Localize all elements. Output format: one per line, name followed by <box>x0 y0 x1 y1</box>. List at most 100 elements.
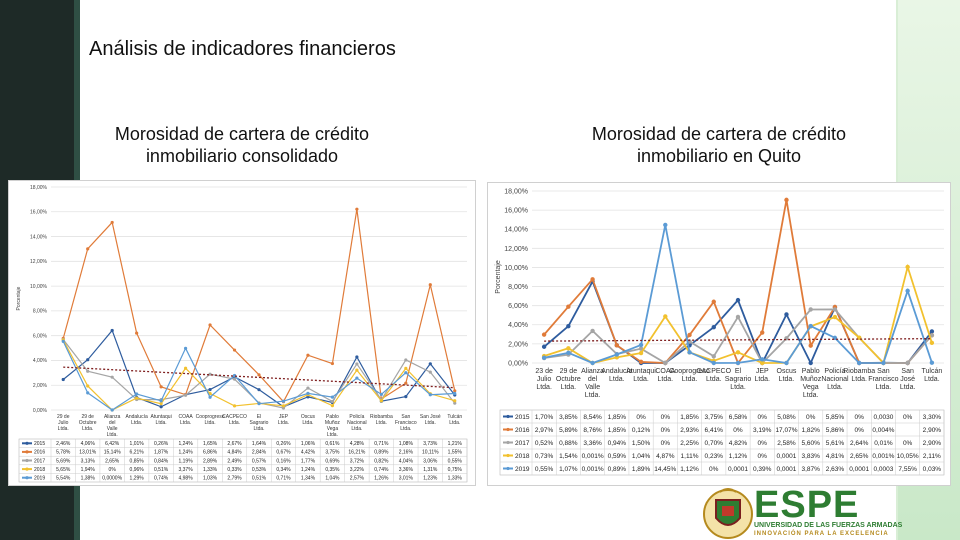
table-cell: 0,71% <box>374 441 389 447</box>
table-cell: 1,24% <box>178 441 193 447</box>
data-point-2015 <box>784 312 789 317</box>
legend-marker-2018 <box>25 467 29 471</box>
table-cell: 5,86% <box>826 427 845 434</box>
data-point-2017 <box>929 333 935 338</box>
table-cell: 3,85% <box>559 414 578 421</box>
table-cell: 0,53% <box>252 467 267 473</box>
data-point-2019 <box>453 391 457 396</box>
x-tick-label: Riobamba Ltda. <box>370 414 393 426</box>
data-point-2017 <box>183 393 188 397</box>
data-point-2018 <box>663 314 668 319</box>
table-cell: 0,33% <box>227 467 242 473</box>
data-point-2019 <box>566 350 571 355</box>
table-cell: 0,001% <box>582 466 604 473</box>
table-cell: 3,75% <box>705 414 724 421</box>
data-point-2019 <box>881 360 886 366</box>
y-tick-label: 14,00% <box>30 234 48 240</box>
y-tick-label: 6,00% <box>33 333 48 339</box>
data-point-2015 <box>159 405 163 409</box>
data-point-2015 <box>306 395 310 399</box>
data-point-2019 <box>856 360 862 366</box>
table-cell: 0,75% <box>448 467 463 473</box>
data-point-2015 <box>208 387 212 392</box>
table-cell: 0,67% <box>276 450 291 456</box>
table-cell: 0% <box>806 414 816 421</box>
table-cell: 0% <box>854 427 864 434</box>
data-point-2016 <box>808 343 813 348</box>
table-cell: 4,04% <box>399 458 414 464</box>
data-point-2019 <box>711 360 716 366</box>
table-cell: 3,13% <box>81 458 96 464</box>
table-cell: 16,21% <box>348 450 366 456</box>
data-point-2017 <box>404 358 408 362</box>
table-cell: 1,89% <box>632 466 651 473</box>
data-point-2015 <box>86 358 90 362</box>
table-cell: 0% <box>758 440 768 447</box>
x-tick-label: San Francisco Ltda. <box>395 414 417 432</box>
data-point-2018 <box>404 366 408 370</box>
y-tick-label: 0,00% <box>33 408 48 414</box>
table-cell: 3,73% <box>423 441 438 447</box>
legend-marker-2018 <box>506 453 510 458</box>
data-point-2017 <box>208 372 212 376</box>
x-tick-label: 29 de Julio Ltda. <box>57 414 70 432</box>
table-cell: 2,57% <box>350 475 365 481</box>
legend-marker-2019 <box>506 466 510 471</box>
y-tick-label: 10,00% <box>30 284 48 290</box>
table-cell: 0,61% <box>325 441 340 447</box>
table-cell: 5,85% <box>826 414 845 421</box>
table-cell: 1,85% <box>608 414 627 421</box>
table-cell: 0,73% <box>535 453 554 460</box>
table-cell: 3,72% <box>350 458 365 464</box>
table-cell: 0,71% <box>276 475 291 481</box>
table-cell: 0,35% <box>325 467 340 473</box>
table-cell: 1,11% <box>681 453 699 460</box>
table-cell: 1,65% <box>203 441 218 447</box>
data-point-2018 <box>232 404 237 408</box>
data-point-2018 <box>159 402 163 406</box>
x-tick-label: Tulcán Ltda. <box>447 414 462 426</box>
table-cell: 0% <box>854 414 864 421</box>
y-tick-label: 0,00% <box>508 360 528 367</box>
table-cell: 6,41% <box>705 427 724 434</box>
table-cell: 0,0001 <box>849 466 869 473</box>
table-cell: 1,34% <box>301 475 316 481</box>
chart-quito: 0,00% 2,00% 4,00% 6,00% 8,00% 10,00% 12,00% 14,… <box>487 182 951 486</box>
x-tick-label: Tulcán Ltda. <box>921 368 942 383</box>
table-cell: 1,33% <box>203 467 218 473</box>
table-cell: 5,78% <box>56 450 71 456</box>
table-cell: 1,85% <box>608 427 627 434</box>
table-cell: 0,12% <box>632 427 651 434</box>
table-cell: 0,74% <box>374 467 389 473</box>
table-cell: 2,11% <box>923 453 941 460</box>
table-cell: 0,51% <box>154 467 169 473</box>
table-cell: 13,01% <box>79 450 97 456</box>
data-point-2017 <box>905 360 910 366</box>
table-cell: 5,65% <box>56 467 71 473</box>
chart-quito-svg: 0,00% 2,00% 4,00% 6,00% 8,00% 10,00% 12,00% 14,… <box>495 188 945 476</box>
data-point-2017 <box>735 314 741 320</box>
table-cell: 0,23% <box>705 453 724 460</box>
table-cell: 1,08% <box>399 441 414 447</box>
y-tick-label: 12,00% <box>30 259 48 265</box>
trend-line <box>63 366 455 389</box>
data-point-2017 <box>110 375 114 379</box>
table-cell: 2,79% <box>227 475 242 481</box>
y-tick-label: 2,00% <box>508 341 528 348</box>
table-cell: 1,54% <box>559 453 578 460</box>
data-point-2019 <box>330 395 335 399</box>
table-cell: 7,55% <box>898 466 917 473</box>
data-point-2017 <box>232 377 237 381</box>
chart-consolidado: 0,00% 2,00% 4,00% 6,00% 8,00% 10,00% 12,00% 14,… <box>8 180 476 486</box>
legend-marker-2017 <box>25 458 29 463</box>
legend-label-2017: 2017 <box>34 458 45 464</box>
table-cell: 6,86% <box>203 450 218 456</box>
espe-shield-icon <box>703 488 753 539</box>
table-cell: 0,89% <box>374 450 389 456</box>
x-tick-label: Alianza del Valle Ltda. <box>581 368 604 399</box>
data-point-2016 <box>614 343 620 348</box>
table-cell: 1,77% <box>301 458 316 464</box>
data-point-2017 <box>808 307 813 312</box>
data-point-2019 <box>86 391 90 395</box>
x-tick-label: Cooprogreso Ltda. <box>196 414 225 426</box>
